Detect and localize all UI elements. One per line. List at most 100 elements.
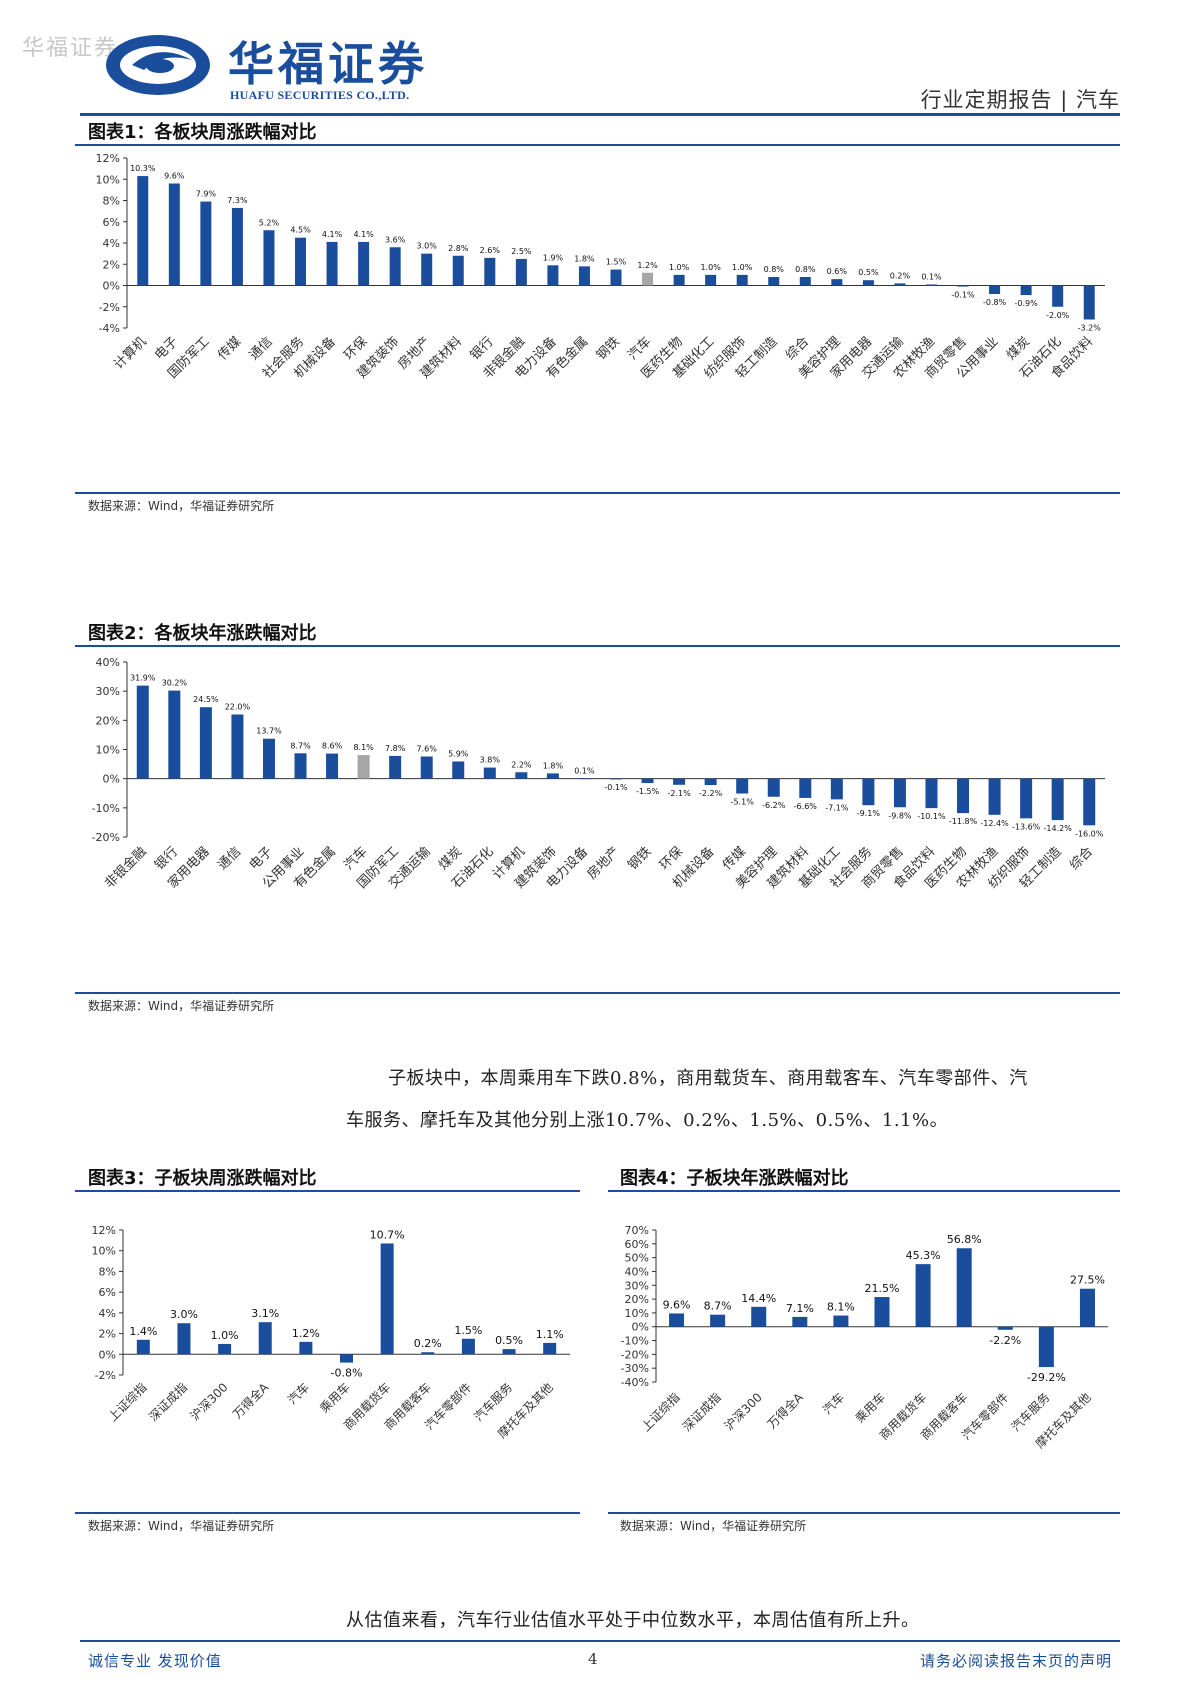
y-tick-label: 12%	[96, 152, 120, 165]
bar-非银金融	[515, 258, 527, 286]
y-tick-label: 30%	[96, 685, 120, 698]
y-tick-label: -30%	[621, 1362, 649, 1375]
category-label: 乘用车	[317, 1380, 353, 1416]
bar-石油石化	[483, 767, 496, 779]
fig4-chart: -40%-30%-20%-10%0%10%20%30%40%50%60%70% 9…	[621, 1224, 1108, 1451]
value-label: 2.5%	[511, 247, 532, 256]
value-label: 2.8%	[448, 244, 469, 253]
bar-建筑装饰	[546, 773, 559, 779]
bar-商用载货车	[380, 1243, 394, 1355]
footer-disclaimer: 请务必阅读报告末页的声明	[919, 1652, 1112, 1670]
value-label: 7.1%	[786, 1302, 814, 1315]
value-label: 13.7%	[256, 727, 282, 736]
value-label: 1.2%	[637, 261, 658, 270]
y-tick-label: 8%	[99, 1265, 116, 1278]
bar-沪深300	[218, 1343, 232, 1355]
footer-slogan: 诚信专业 发现价值	[88, 1652, 222, 1670]
value-label: 56.8%	[947, 1233, 982, 1246]
value-label: 3.1%	[251, 1307, 279, 1320]
bar-计算机	[515, 772, 528, 779]
fig3-bottom-rule	[75, 1512, 580, 1514]
footer-rule	[80, 1640, 1120, 1642]
category-label: 上证综指	[105, 1380, 150, 1425]
bar-社会服务	[295, 237, 307, 286]
value-label: 10.7%	[370, 1228, 405, 1241]
bar-建筑材料	[799, 778, 812, 798]
bar-银行	[484, 257, 496, 286]
value-label: 0.2%	[890, 271, 911, 280]
category-label: 钢铁	[594, 334, 623, 363]
bar-商用载货车	[915, 1264, 931, 1327]
value-label: 7.6%	[417, 745, 438, 754]
y-tick-label: 20%	[625, 1293, 649, 1306]
value-label: -2.1%	[667, 789, 691, 798]
value-label: -0.9%	[1015, 299, 1039, 308]
bar-综合	[1083, 778, 1096, 826]
fig1-chart: -4%-2%0%2%4%6%8%10%12%10.3%计算机9.6%电子7.9%…	[96, 152, 1105, 382]
value-label: 7.3%	[227, 196, 248, 205]
y-tick-label: 10%	[625, 1307, 649, 1320]
value-label: -11.8%	[949, 817, 978, 826]
bar-国防军工	[200, 201, 212, 286]
value-label: 24.5%	[193, 695, 219, 704]
bar-乘用车	[874, 1297, 890, 1327]
category-label: 深证成指	[679, 1390, 724, 1435]
value-label: 21.5%	[865, 1282, 900, 1295]
fig1-bottom-rule	[75, 492, 1120, 494]
bar-传媒	[231, 207, 243, 286]
value-label: -9.1%	[857, 809, 881, 818]
brand-name-en: HUAFU SECURITIES CO.,LTD.	[230, 88, 410, 102]
value-label: 1.9%	[543, 253, 564, 262]
category-label: 综合	[1067, 844, 1096, 873]
value-label: 9.6%	[164, 172, 185, 181]
bar-公用事业	[294, 753, 307, 779]
value-label: -0.1%	[604, 783, 628, 792]
y-tick-label: 0%	[103, 280, 120, 293]
paragraph-1-line-2: 车服务、摩托车及其他分别上涨10.7%、0.2%、1.5%、0.5%、1.1%。	[346, 1110, 949, 1131]
y-tick-label: 10%	[96, 744, 120, 757]
category-label: 沪深300	[188, 1380, 231, 1423]
bar-计算机	[137, 176, 149, 286]
value-label: 1.0%	[211, 1329, 239, 1342]
bar-通信	[263, 230, 275, 286]
bar-纺织服饰	[1020, 778, 1033, 819]
y-tick-label: 2%	[99, 1328, 116, 1341]
value-label: 27.5%	[1070, 1274, 1105, 1287]
y-tick-label: 12%	[92, 1224, 116, 1237]
fig3-chart: -2% 0% 2% 4% 6% 8% 10% 12% 1.4% 上证综指 3.0% 深证成指 1.0% 沪…	[92, 1224, 570, 1441]
category-label: 计算机	[111, 334, 149, 372]
value-label: -6.6%	[794, 802, 818, 811]
value-label: 8.7%	[704, 1300, 732, 1313]
bar-煤炭	[452, 761, 465, 779]
page-number: 4	[588, 1650, 598, 1668]
value-label: 1.5%	[454, 1324, 482, 1337]
bar-商贸零售	[893, 778, 906, 808]
bar-汽车	[833, 1315, 849, 1327]
value-label: 3.0%	[417, 242, 438, 251]
value-label: 0.8%	[795, 265, 816, 274]
value-label: 9.6%	[663, 1298, 691, 1311]
bar-轻工制造	[768, 277, 780, 286]
bar-汽车服务	[1038, 1326, 1054, 1368]
value-label: 0.8%	[764, 265, 785, 274]
brand-name: 华福证券	[228, 37, 428, 91]
paragraph-1-line-1: 子板块中，本周乘用车下跌0.8%，商用载货车、商用载客车、汽车零部件、汽	[388, 1068, 1028, 1089]
y-tick-label: 10%	[92, 1245, 116, 1258]
bar-摩托车及其他	[543, 1342, 557, 1355]
value-label: 4.1%	[322, 230, 343, 239]
value-label: 1.0%	[669, 263, 690, 272]
value-label: 1.0%	[732, 263, 753, 272]
fig4-title: 图表4：子板块年涨跌幅对比	[620, 1168, 849, 1189]
bar-交通运输	[420, 756, 433, 779]
value-label: -6.2%	[762, 801, 786, 810]
bar-建筑材料	[452, 255, 464, 286]
y-tick-label: -20%	[621, 1348, 649, 1361]
bar-电力设备	[578, 778, 591, 780]
value-label: -3.2%	[1078, 324, 1102, 333]
bar-食品饮料	[925, 778, 938, 809]
bar-基础化工	[705, 274, 717, 286]
value-label: -29.2%	[1027, 1371, 1066, 1384]
bar-家用电器	[862, 280, 874, 286]
bar-房地产	[421, 253, 433, 286]
value-label: 1.5%	[606, 258, 627, 267]
